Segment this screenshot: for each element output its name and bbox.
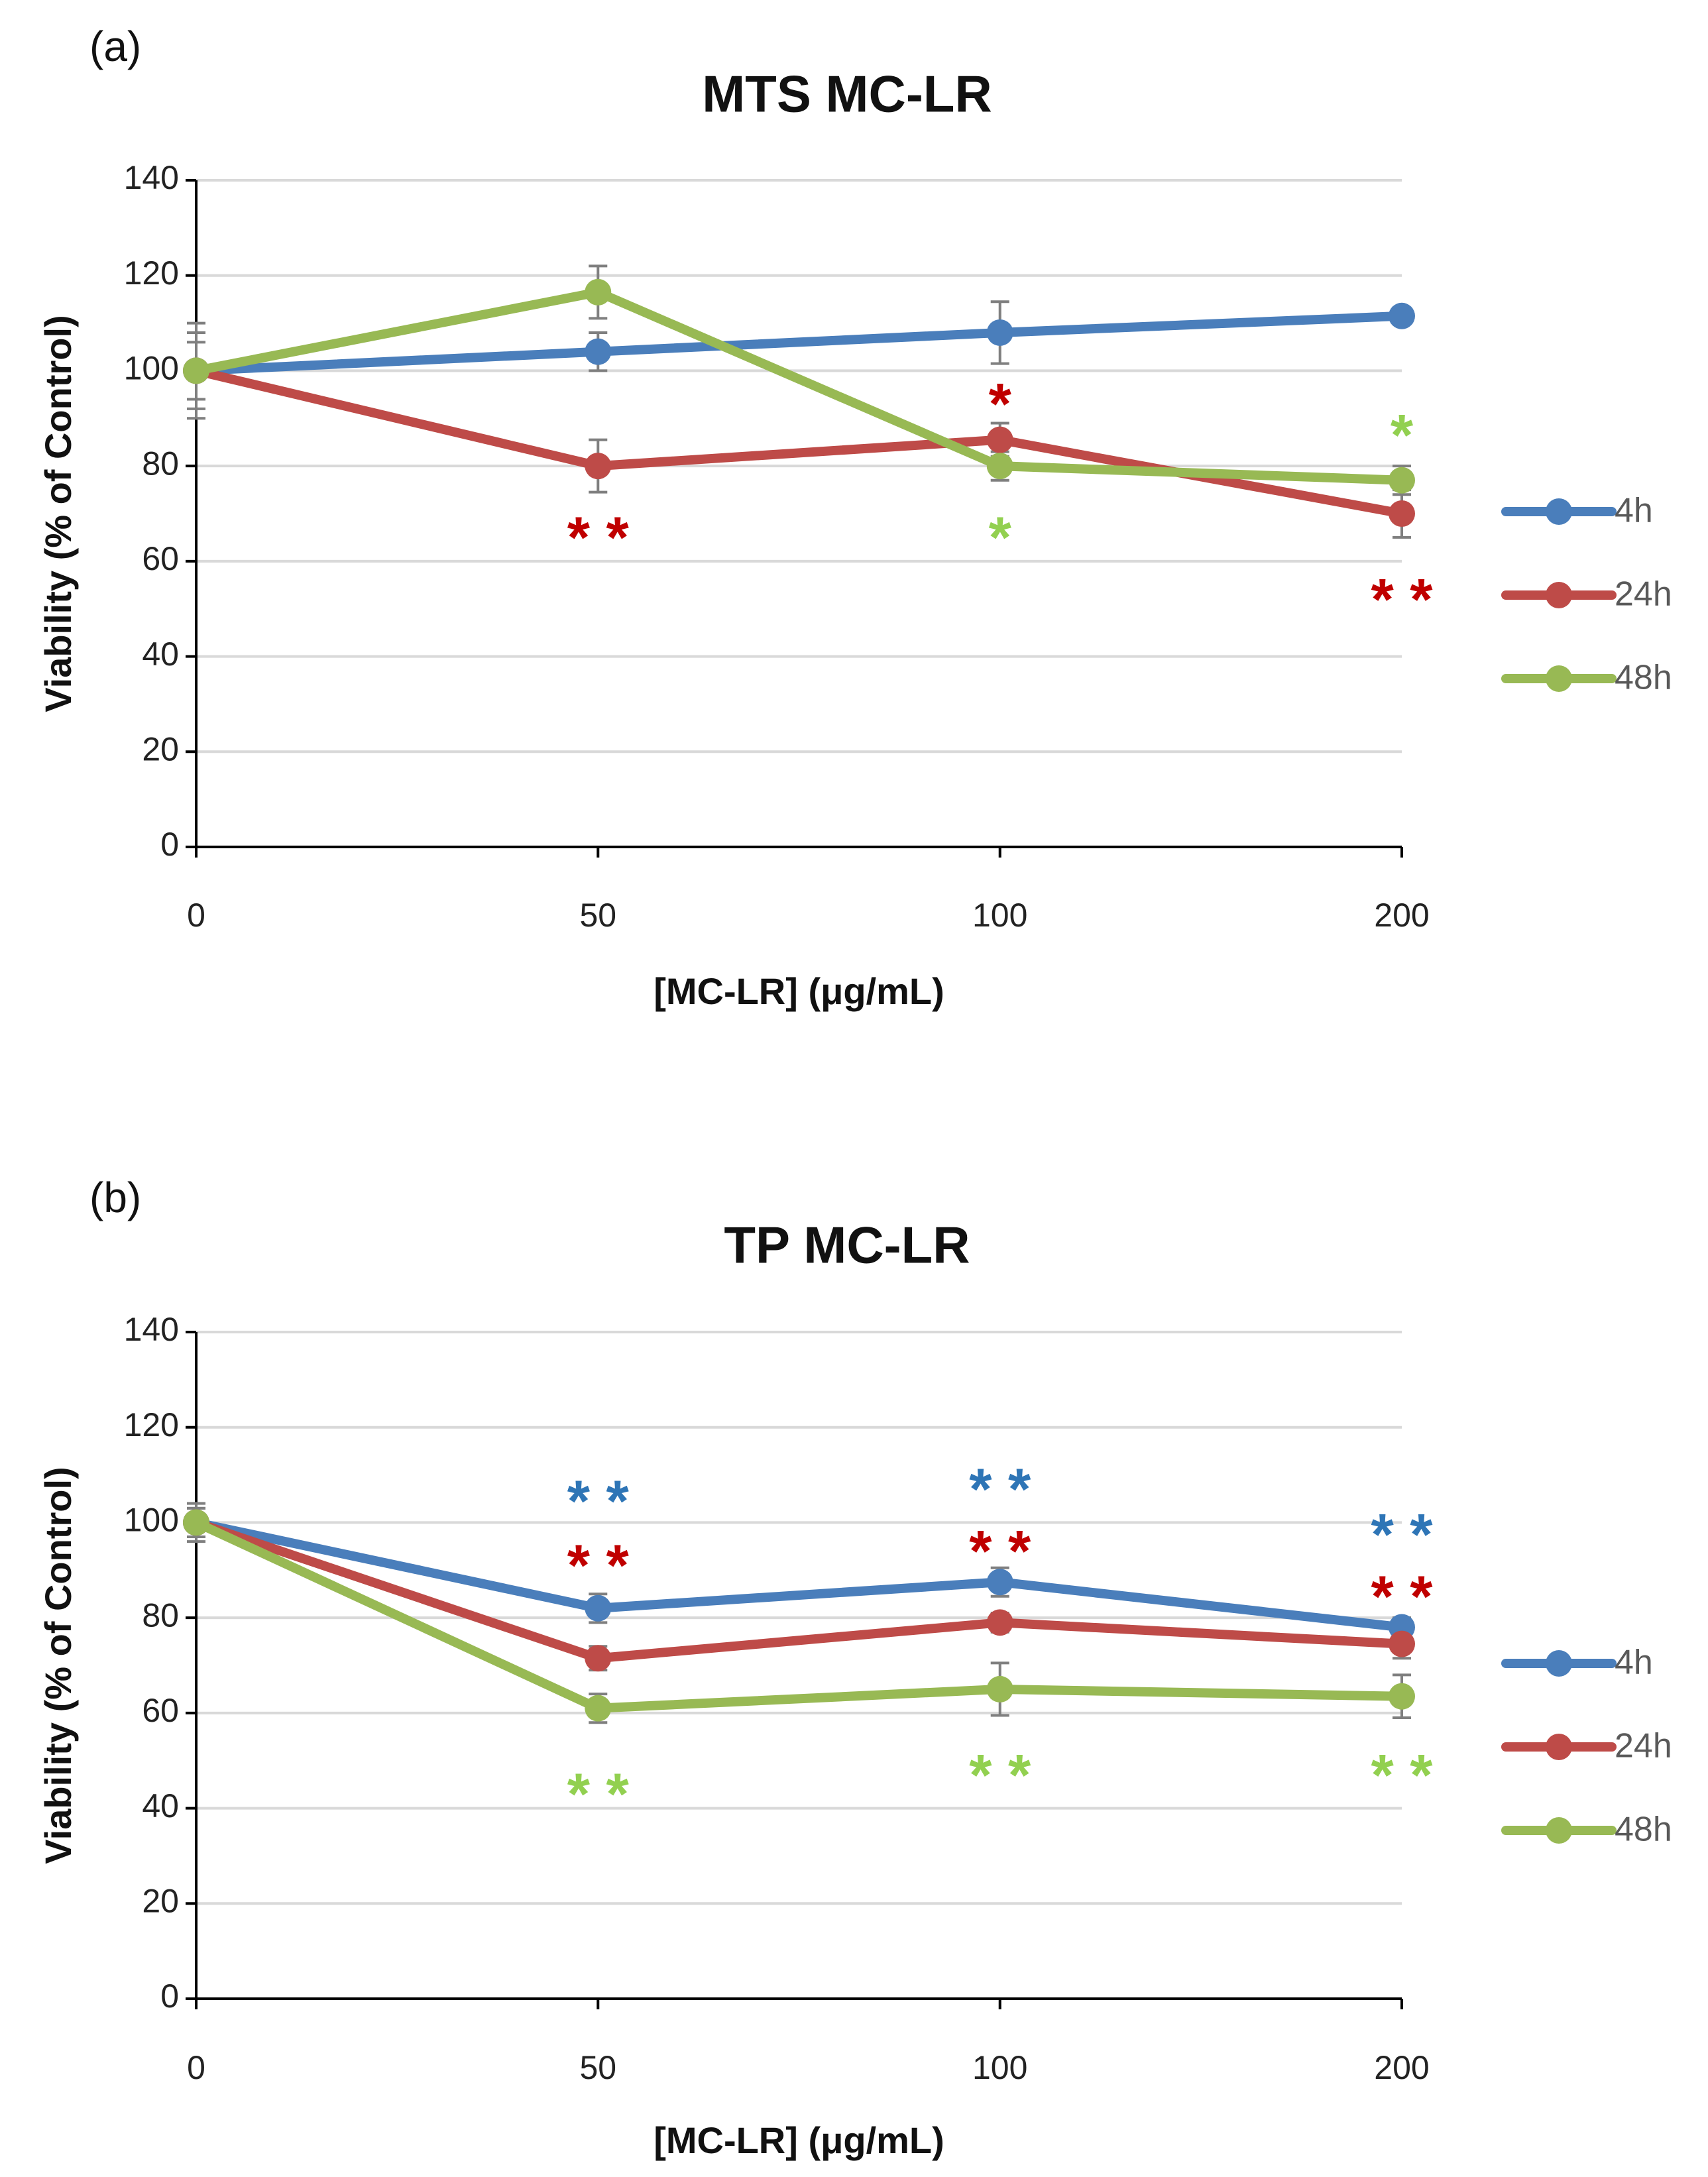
significance-marker: * * (1371, 1563, 1434, 1629)
significance-marker: * * (1371, 1742, 1434, 1807)
y-tick-label: 60 (142, 540, 179, 577)
y-tick-label: 0 (160, 826, 179, 863)
data-point-4h (986, 319, 1013, 346)
x-tick-label: 0 (187, 2049, 205, 2086)
y-tick-label: 20 (142, 730, 179, 767)
data-point-4h (585, 338, 612, 365)
y-axis-title: Viability (% of Control) (37, 315, 79, 712)
y-tick-label: 120 (124, 254, 179, 292)
x-tick-label: 100 (972, 897, 1027, 934)
y-axis-title: Viability (% of Control) (37, 1467, 79, 1864)
x-axis-title: [MC-LR] (μg/mL) (654, 2119, 944, 2161)
significance-marker: * * (567, 504, 630, 570)
y-tick-label: 60 (142, 1692, 179, 1729)
legend-label-24h: 24h (1615, 1727, 1672, 1765)
legend-marker-24h (1546, 582, 1572, 608)
x-tick-label: 50 (579, 2049, 616, 2086)
y-tick-label: 80 (142, 1596, 179, 1634)
significance-marker: * * (567, 1532, 630, 1598)
x-tick-label: 200 (1374, 897, 1429, 934)
y-tick-label: 140 (124, 1311, 179, 1348)
significance-marker: * * (567, 1761, 630, 1826)
legend-label-48h: 48h (1615, 1811, 1672, 1849)
panel-label: (b) (89, 1174, 141, 1221)
legend-marker-4h (1546, 498, 1572, 525)
significance-marker: * (1391, 402, 1414, 467)
data-point-48h (1389, 467, 1415, 494)
legend-label-48h: 48h (1615, 659, 1672, 697)
data-point-24h (1389, 500, 1415, 527)
data-point-48h (585, 278, 612, 306)
chart-title: MTS MC-LR (702, 65, 992, 123)
data-point-48h (986, 1675, 1013, 1703)
y-tick-label: 80 (142, 445, 179, 482)
y-tick-label: 0 (160, 1978, 179, 2015)
series-line-4h (192, 311, 1406, 376)
series-line-48h (192, 287, 1406, 485)
x-tick-label: 0 (187, 897, 205, 934)
series-line-24h (192, 1518, 1406, 1663)
data-point-48h (1389, 1683, 1415, 1710)
significance-marker: * * (969, 1456, 1031, 1522)
data-point-48h (183, 357, 209, 384)
significance-marker: * (989, 371, 1012, 437)
data-point-4h (986, 1569, 1013, 1596)
data-point-4h (1389, 302, 1415, 329)
y-tick-label: 40 (142, 636, 179, 673)
chart-title: TP MC-LR (724, 1216, 970, 1274)
significance-marker: * * (969, 1742, 1031, 1807)
series-line-48h (192, 1518, 1406, 1713)
data-point-24h (986, 426, 1013, 453)
legend-marker-48h (1546, 1817, 1572, 1844)
series-line-4h (192, 1518, 1406, 1632)
data-point-24h (986, 1609, 1013, 1636)
data-point-48h (986, 453, 1013, 480)
legend-label-4h: 4h (1615, 1644, 1653, 1682)
significance-marker: * * (1371, 566, 1434, 632)
y-tick-label: 100 (124, 1502, 179, 1539)
legend-marker-4h (1546, 1650, 1572, 1677)
x-tick-label: 50 (579, 897, 616, 934)
y-tick-label: 20 (142, 1882, 179, 1919)
significance-marker: * * (1371, 1501, 1434, 1567)
significance-marker: * (989, 504, 1012, 570)
x-tick-label: 200 (1374, 2049, 1429, 2086)
x-axis-title: [MC-LR] (μg/mL) (654, 970, 944, 1012)
y-tick-label: 100 (124, 350, 179, 387)
panel-label: (a) (89, 23, 141, 70)
legend-marker-24h (1546, 1734, 1572, 1760)
data-point-24h (585, 1645, 612, 1672)
data-point-24h (585, 453, 612, 480)
legend-label-24h: 24h (1615, 575, 1672, 614)
y-tick-label: 140 (124, 159, 179, 196)
significance-marker: * * (567, 1468, 630, 1534)
x-tick-label: 100 (972, 2049, 1027, 2086)
y-tick-label: 40 (142, 1787, 179, 1824)
y-tick-label: 120 (124, 1406, 179, 1443)
chart-panel-b: (b) TP MC-LR 0 20 40 60 80 100 120 140 0 50 100 200 [M… (37, 1174, 1672, 2161)
data-point-4h (585, 1594, 612, 1622)
series-line-24h (192, 366, 1406, 518)
significance-marker: * * (969, 1518, 1031, 1584)
data-point-48h (183, 1509, 209, 1536)
data-point-48h (585, 1695, 612, 1722)
legend-marker-48h (1546, 665, 1572, 692)
legend-label-4h: 4h (1615, 492, 1653, 530)
data-point-24h (1389, 1630, 1415, 1657)
chart-panel-a: (a) MTS MC-LR 0 20 40 60 80 100 120 140 0 50 100 200 [… (37, 23, 1672, 1012)
